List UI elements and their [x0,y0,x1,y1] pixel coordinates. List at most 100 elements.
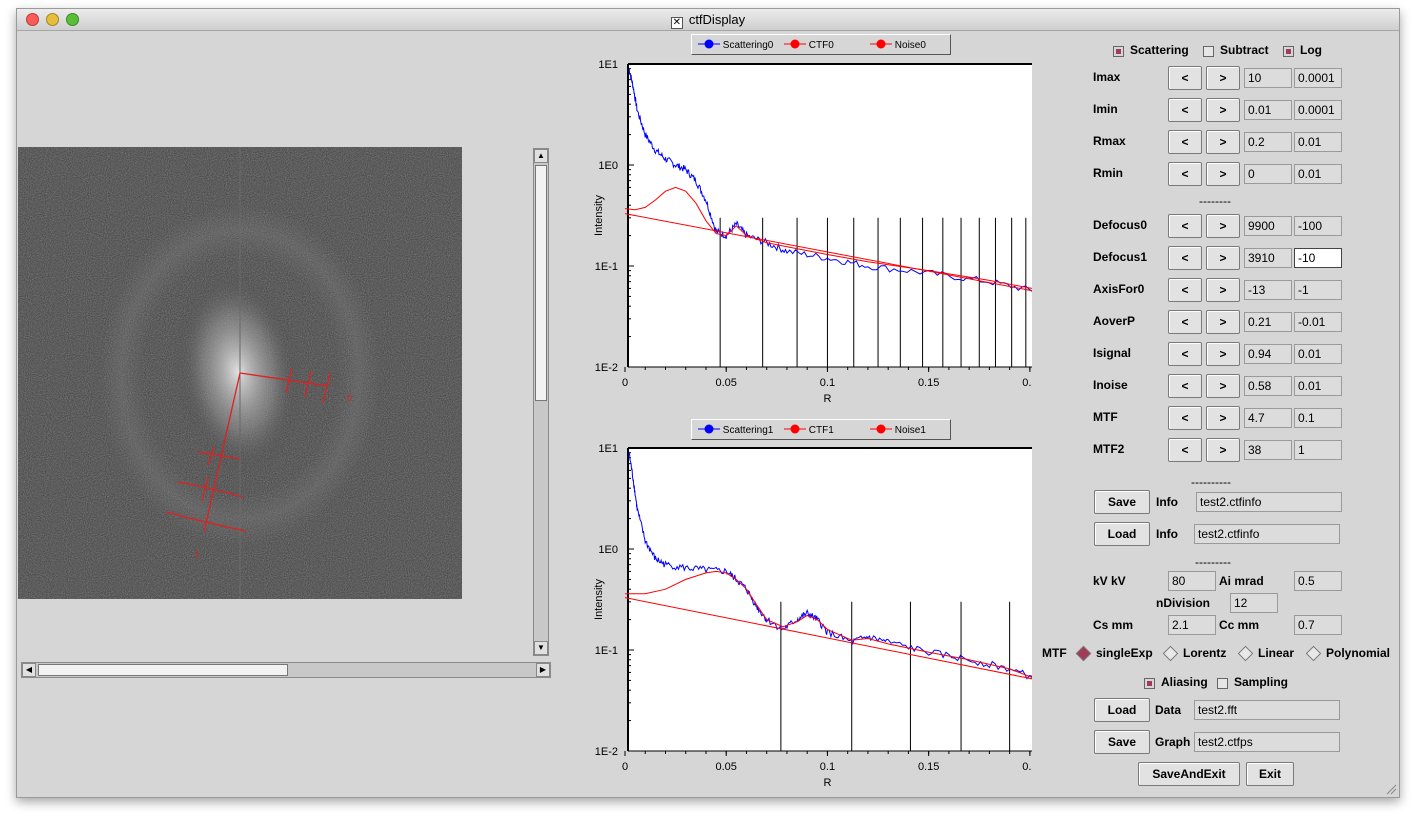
radio-singleexp[interactable] [1075,645,1092,662]
data-file-field[interactable]: test2.fft [1194,700,1340,720]
isignal-step-field[interactable]: 0.01 [1294,344,1342,364]
y-tick-label: 1E-1 [595,261,618,273]
plot1-chart: 1E1 1E0 1E-1 1E-2 0 0.05 0.1 0.15 0.2 R Intensity [593,443,1032,789]
isignal-decrease-button[interactable]: < [1168,342,1202,366]
radio-polynomial[interactable] [1305,645,1322,662]
y-tick-label: 1E0 [598,160,618,172]
kv-field[interactable]: 80 [1168,571,1216,591]
save-and-exit-button[interactable]: SaveAndExit [1138,762,1240,786]
aliasing-checkbox[interactable] [1144,678,1155,689]
ndivision-field[interactable]: 12 [1230,593,1278,613]
imax-decrease-button[interactable]: < [1168,66,1202,90]
scroll-right-icon[interactable]: ▶ [536,663,550,677]
save-graph-button[interactable]: Save [1094,730,1150,754]
mtf2-decrease-button[interactable]: < [1168,438,1202,462]
imin-decrease-button[interactable]: < [1168,98,1202,122]
load-info-button[interactable]: Load [1094,522,1150,546]
ai-field[interactable]: 0.5 [1294,571,1342,591]
inoise-decrease-button[interactable]: < [1168,374,1202,398]
mtf2-step-field[interactable]: 1 [1294,440,1342,460]
isignal-increase-button[interactable]: > [1206,342,1240,366]
mtf-value-field[interactable]: 4.7 [1244,408,1292,428]
legend-item-noise1: Noise1 [870,424,926,436]
graph-file-field[interactable]: test2.ctfps [1194,732,1340,752]
rmin-value-field[interactable]: 0 [1244,164,1292,184]
rmax-decrease-button[interactable]: < [1168,130,1202,154]
aoverp-value-field[interactable]: 0.21 [1244,312,1292,332]
log-checkbox[interactable] [1283,46,1294,57]
y-tick-label: 1E1 [598,59,618,71]
exit-button[interactable]: Exit [1246,762,1294,786]
mtf-decrease-button[interactable]: < [1168,406,1202,430]
cs-field[interactable]: 2.1 [1168,615,1216,635]
aoverp-step-field[interactable]: -0.01 [1294,312,1342,332]
title-bar[interactable]: ✕ ctfDisplay [17,9,1399,31]
defocus1-step-field[interactable]: -10 [1294,248,1342,268]
inoise-increase-button[interactable]: > [1206,374,1240,398]
defocus0-step-field[interactable]: -100 [1294,216,1342,236]
imax-value-field[interactable]: 10 [1244,68,1292,88]
image-vertical-scrollbar[interactable]: ▲ ▼ [533,148,549,656]
close-window-button[interactable] [26,13,39,26]
image-horizontal-scrollbar[interactable]: ◀ ▶ [21,662,551,678]
defocus0-decrease-button[interactable]: < [1168,214,1202,238]
resize-grip-icon[interactable] [1385,783,1397,795]
x-axis-label: R [823,777,831,789]
radio-lorentz[interactable] [1162,645,1179,662]
isignal-value-field[interactable]: 0.94 [1244,344,1292,364]
aoverp-label: AoverP [1093,314,1136,328]
inoise-step-field[interactable]: 0.01 [1294,376,1342,396]
axisfor0-value-field[interactable]: -13 [1244,280,1292,300]
aoverp-increase-button[interactable]: > [1206,310,1240,334]
defocus0-value-field[interactable]: 9900 [1244,216,1292,236]
scroll-up-icon[interactable]: ▲ [534,149,548,163]
imin-increase-button[interactable]: > [1206,98,1240,122]
cs-label: Cs mm [1093,618,1134,632]
load-data-button[interactable]: Load [1094,698,1150,722]
mtf2-increase-button[interactable]: > [1206,438,1240,462]
vertical-scroll-thumb[interactable] [535,165,547,401]
subtract-checkbox[interactable] [1203,46,1214,57]
fft-image-canvas[interactable]: 0 1 [18,147,462,599]
rmin-decrease-button[interactable]: < [1168,162,1202,186]
mtf-step-field[interactable]: 0.1 [1294,408,1342,428]
rmin-increase-button[interactable]: > [1206,162,1240,186]
rmax-step-field[interactable]: 0.01 [1294,132,1342,152]
cc-field[interactable]: 0.7 [1294,615,1342,635]
defocus0-increase-button[interactable]: > [1206,214,1240,238]
minimize-window-button[interactable] [46,13,59,26]
inoise-value-field[interactable]: 0.58 [1244,376,1292,396]
imin-step-field[interactable]: 0.0001 [1294,100,1342,120]
axis-0-label: 0 [347,393,352,403]
axisfor0-step-field[interactable]: -1 [1294,280,1342,300]
imin-value-field[interactable]: 0.01 [1244,100,1292,120]
defocus1-increase-button[interactable]: > [1206,246,1240,270]
save-info-button[interactable]: Save [1094,490,1150,514]
scattering-checkbox[interactable] [1113,46,1124,57]
defocus0-label: Defocus0 [1093,218,1148,232]
aoverp-decrease-button[interactable]: < [1168,310,1202,334]
mtf-increase-button[interactable]: > [1206,406,1240,430]
sampling-checkbox[interactable] [1217,678,1228,689]
save-info-field[interactable]: test2.ctfinfo [1196,492,1342,512]
red-marker-icon [784,424,806,434]
scroll-down-icon[interactable]: ▼ [534,641,548,655]
horizontal-scroll-thumb[interactable] [38,664,288,676]
defocus1-value-field[interactable]: 3910 [1244,248,1292,268]
rmax-increase-button[interactable]: > [1206,130,1240,154]
axisfor0-decrease-button[interactable]: < [1168,278,1202,302]
load-info-field[interactable]: test2.ctfinfo [1194,524,1340,544]
axisfor0-increase-button[interactable]: > [1206,278,1240,302]
rmax-value-field[interactable]: 0.2 [1244,132,1292,152]
zoom-window-button[interactable] [66,13,79,26]
mtf2-value-field[interactable]: 38 [1244,440,1292,460]
radio-linear[interactable] [1237,645,1254,662]
scroll-left-icon[interactable]: ◀ [22,663,36,677]
legend-item-noise0: Noise0 [870,39,926,51]
imax-step-field[interactable]: 0.0001 [1294,68,1342,88]
y-tick-label: 1E0 [598,544,618,556]
imax-increase-button[interactable]: > [1206,66,1240,90]
rmin-step-field[interactable]: 0.01 [1294,164,1342,184]
plot-area [628,448,1032,751]
defocus1-decrease-button[interactable]: < [1168,246,1202,270]
